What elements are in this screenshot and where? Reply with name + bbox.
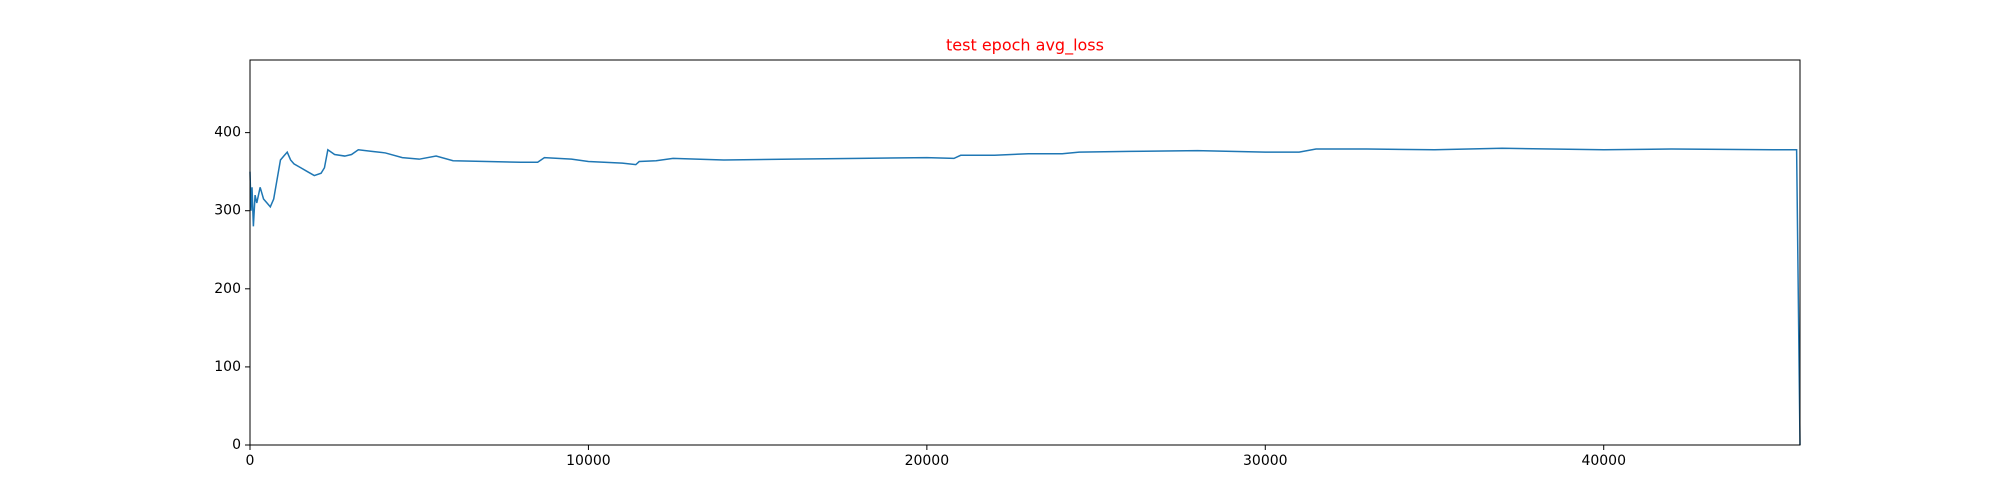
x-tick-label: 30000 bbox=[1243, 453, 1288, 469]
y-tick-label: 400 bbox=[214, 125, 241, 141]
y-tick-label: 200 bbox=[214, 281, 241, 297]
y-tick-label: 100 bbox=[214, 359, 241, 375]
x-tick-label: 0 bbox=[246, 453, 255, 469]
chart-title: test epoch avg_loss bbox=[946, 36, 1104, 56]
y-tick-label: 300 bbox=[214, 203, 241, 219]
plot-frame bbox=[249, 59, 1801, 446]
x-tick-label: 10000 bbox=[566, 453, 611, 469]
y-tick-label: 0 bbox=[232, 437, 241, 453]
x-tick-label: 20000 bbox=[905, 453, 950, 469]
x-tick-label: 40000 bbox=[1581, 453, 1626, 469]
data-line bbox=[249, 147, 1801, 446]
